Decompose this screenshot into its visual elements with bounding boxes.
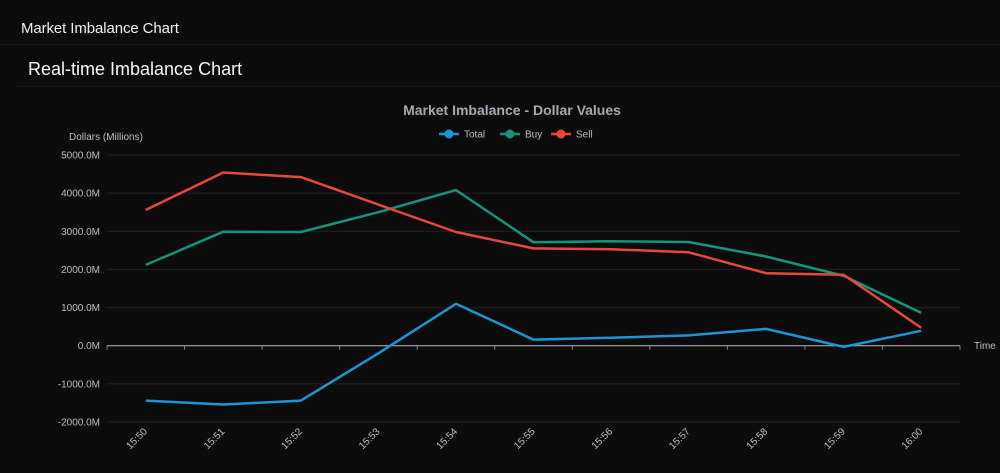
- x-axis: 15:50 15:51 15:52 15:53 15:54 15:55 15:56 15:57…: [106, 345, 961, 452]
- y-axis-title: Dollars (Millions): [69, 132, 143, 143]
- legend-dot-icon: [505, 129, 515, 139]
- chart-panel: Real-time Imbalance Chart: [14, 45, 1000, 473]
- x-tick-label: 15:51: [202, 426, 228, 452]
- y-tick-label: 4000.0M: [61, 189, 100, 200]
- x-tick-label: 15:52: [280, 426, 306, 452]
- legend-label: Buy: [525, 130, 542, 141]
- series-line-total: [145, 302, 922, 406]
- y-tick-label: 3000.0M: [61, 227, 100, 238]
- x-tick-label: 15:53: [357, 426, 383, 452]
- x-tick-label: 15:57: [667, 426, 693, 452]
- x-tick-label: 15:55: [512, 426, 538, 452]
- legend-item-buy: Buy: [500, 129, 542, 141]
- legend-label: Sell: [576, 130, 593, 141]
- panel-header: Real-time Imbalance Chart: [14, 45, 1000, 87]
- legend-dot-icon: [556, 129, 566, 139]
- chart-grid: [107, 154, 960, 423]
- y-tick-label: 5000.0M: [61, 151, 100, 162]
- y-tick-label: -2000.0M: [58, 418, 100, 429]
- series-line-sell: [145, 171, 922, 329]
- y-axis-ticks: 5000.0M 4000.0M 3000.0M 2000.0M 1000.0M 0.0M -…: [58, 151, 100, 429]
- app-header: Market Imbalance Chart: [0, 0, 1000, 45]
- x-tick-label: 15:59: [822, 426, 848, 452]
- y-tick-label: 2000.0M: [61, 265, 100, 276]
- y-tick-label: -1000.0M: [58, 379, 100, 390]
- chart-legend: Total Buy Sell: [439, 129, 593, 141]
- y-tick-label: 1000.0M: [61, 303, 100, 314]
- legend-dot-icon: [444, 129, 454, 139]
- legend-item-sell: Sell: [551, 129, 593, 141]
- chart-series: [145, 171, 922, 406]
- x-tick-label: 15:54: [435, 426, 461, 452]
- app-title: Market Imbalance Chart: [21, 20, 179, 37]
- panel-title: Real-time Imbalance Chart: [28, 59, 243, 79]
- legend-label: Total: [464, 130, 485, 141]
- x-axis-title: Time: [974, 341, 996, 352]
- chart-title: Market Imbalance - Dollar Values: [403, 102, 621, 118]
- legend-item-total: Total: [439, 129, 485, 141]
- x-tick-label: 16:00: [900, 426, 926, 452]
- series-line-buy: [145, 188, 922, 315]
- x-tick-label: 15:58: [745, 426, 771, 452]
- y-tick-label: 0.0M: [78, 341, 100, 352]
- x-tick-label: 15:50: [124, 426, 150, 452]
- x-tick-label: 15:56: [590, 426, 616, 452]
